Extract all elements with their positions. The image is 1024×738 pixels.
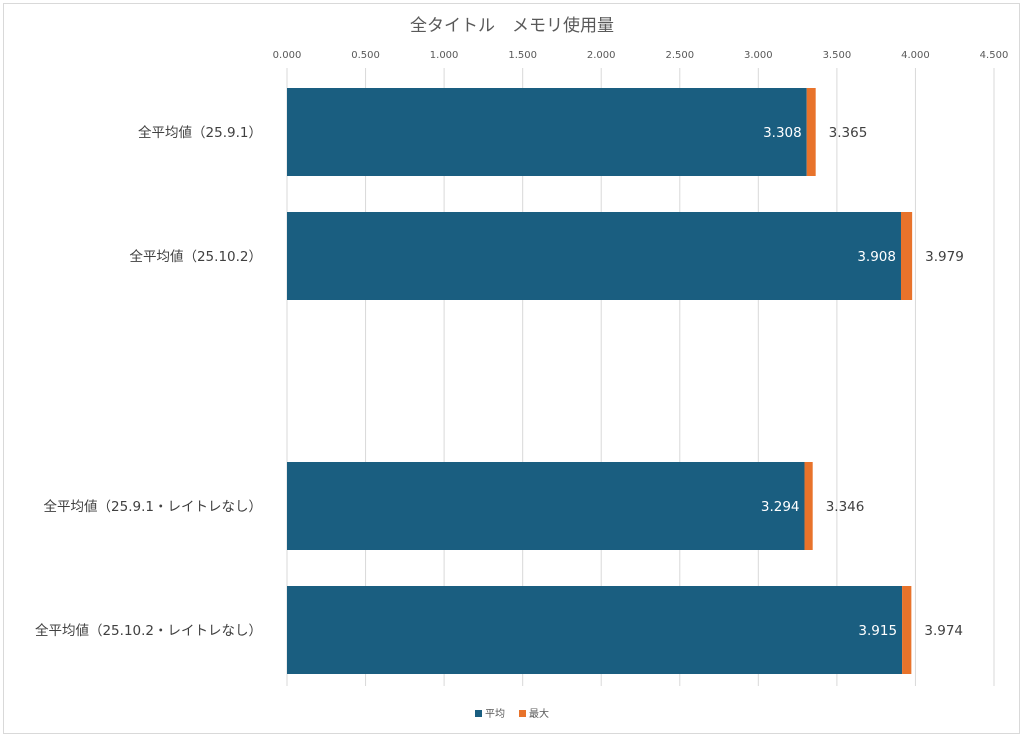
chart-frame: 全タイトル メモリ使用量 0.000 0.500 1.000 1.500 2.000 2.5… xyxy=(3,3,1020,734)
x-tick-label: 4.500 xyxy=(980,50,1009,61)
bar-avg xyxy=(287,212,901,300)
bar-avg xyxy=(287,586,903,674)
data-label-max: 3.974 xyxy=(924,623,963,639)
x-tick-label: 0.500 xyxy=(351,50,380,61)
data-label-avg: 3.915 xyxy=(858,623,897,639)
category-label: 全平均値（25.10.2・レイトレなし） xyxy=(35,622,262,639)
data-label-max: 3.365 xyxy=(829,125,868,141)
x-tick-label: 3.500 xyxy=(823,50,852,61)
legend-swatch-max xyxy=(519,710,526,717)
data-label-max: 3.979 xyxy=(925,249,964,265)
x-tick-label: 1.500 xyxy=(508,50,537,61)
bar-max xyxy=(902,586,912,674)
bar-max xyxy=(806,88,816,176)
category-label: 全平均値（25.10.2） xyxy=(129,248,262,265)
x-tick-label: 2.000 xyxy=(587,50,616,61)
legend-label-max: 最大 xyxy=(529,707,549,720)
data-label-avg: 3.294 xyxy=(761,499,800,515)
legend-swatch-avg xyxy=(475,710,482,717)
x-tick-label: 1.000 xyxy=(430,50,459,61)
bar-chart: 全タイトル メモリ使用量 0.000 0.500 1.000 1.500 2.000 2.5… xyxy=(35,15,1009,720)
x-tick-label: 3.000 xyxy=(744,50,773,61)
category-label: 全平均値（25.9.1・レイトレなし） xyxy=(44,498,262,515)
data-label-max: 3.346 xyxy=(826,499,865,515)
chart-title: 全タイトル メモリ使用量 xyxy=(410,15,614,36)
bar-avg xyxy=(287,462,805,550)
category-label: 全平均値（25.9.1） xyxy=(138,124,262,141)
x-tick-label: 0.000 xyxy=(273,50,302,61)
x-tick-label: 4.000 xyxy=(901,50,930,61)
x-tick-label: 2.500 xyxy=(665,50,694,61)
bar-avg xyxy=(287,88,807,176)
legend-label-avg: 平均 xyxy=(485,708,505,720)
bar-max xyxy=(804,462,813,550)
data-label-avg: 3.308 xyxy=(763,125,802,141)
data-label-avg: 3.908 xyxy=(857,249,896,265)
bar-max xyxy=(900,212,913,300)
